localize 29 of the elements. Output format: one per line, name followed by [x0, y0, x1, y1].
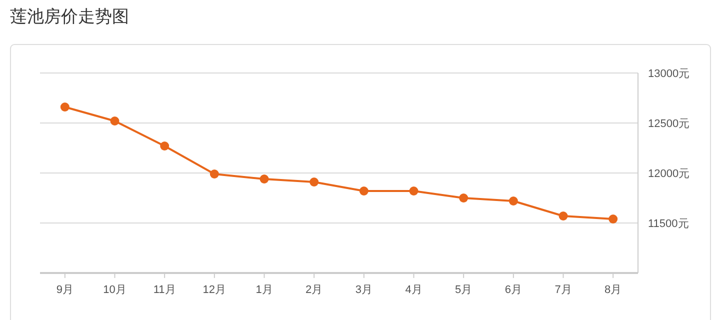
x-tick-label: 7月	[554, 284, 572, 296]
point	[508, 196, 518, 206]
x-tick-label: 6月	[504, 284, 522, 296]
point	[310, 178, 319, 186]
point	[459, 194, 468, 202]
x-tick-label: 11月	[153, 284, 176, 296]
point	[558, 212, 568, 220]
point	[160, 142, 170, 150]
x-tick-label: 3月	[355, 284, 372, 296]
point	[210, 170, 219, 178]
x-tick-label: 8月	[604, 284, 622, 296]
x-tick-label: 5月	[455, 284, 472, 296]
x-tick-label: 12月	[202, 284, 226, 296]
y-tick-label: 13000元	[648, 68, 690, 80]
y-tick-label: 12000元	[648, 168, 690, 180]
y-tick-label: 11500元	[648, 218, 689, 230]
x-tick-label: 2月	[306, 284, 323, 296]
point	[409, 186, 418, 196]
point	[359, 186, 368, 196]
point	[110, 116, 120, 126]
x-tick-label: 9月	[56, 284, 74, 296]
chart-title: 莲池房价走势图	[10, 7, 129, 26]
point	[60, 102, 70, 112]
x-tick-label: 4月	[405, 284, 422, 296]
y-tick-label: 12500元	[648, 118, 690, 130]
point	[608, 214, 618, 224]
x-tick-label: 1月	[256, 284, 273, 296]
point	[260, 174, 269, 184]
x-tick-label: 10月	[103, 284, 126, 296]
